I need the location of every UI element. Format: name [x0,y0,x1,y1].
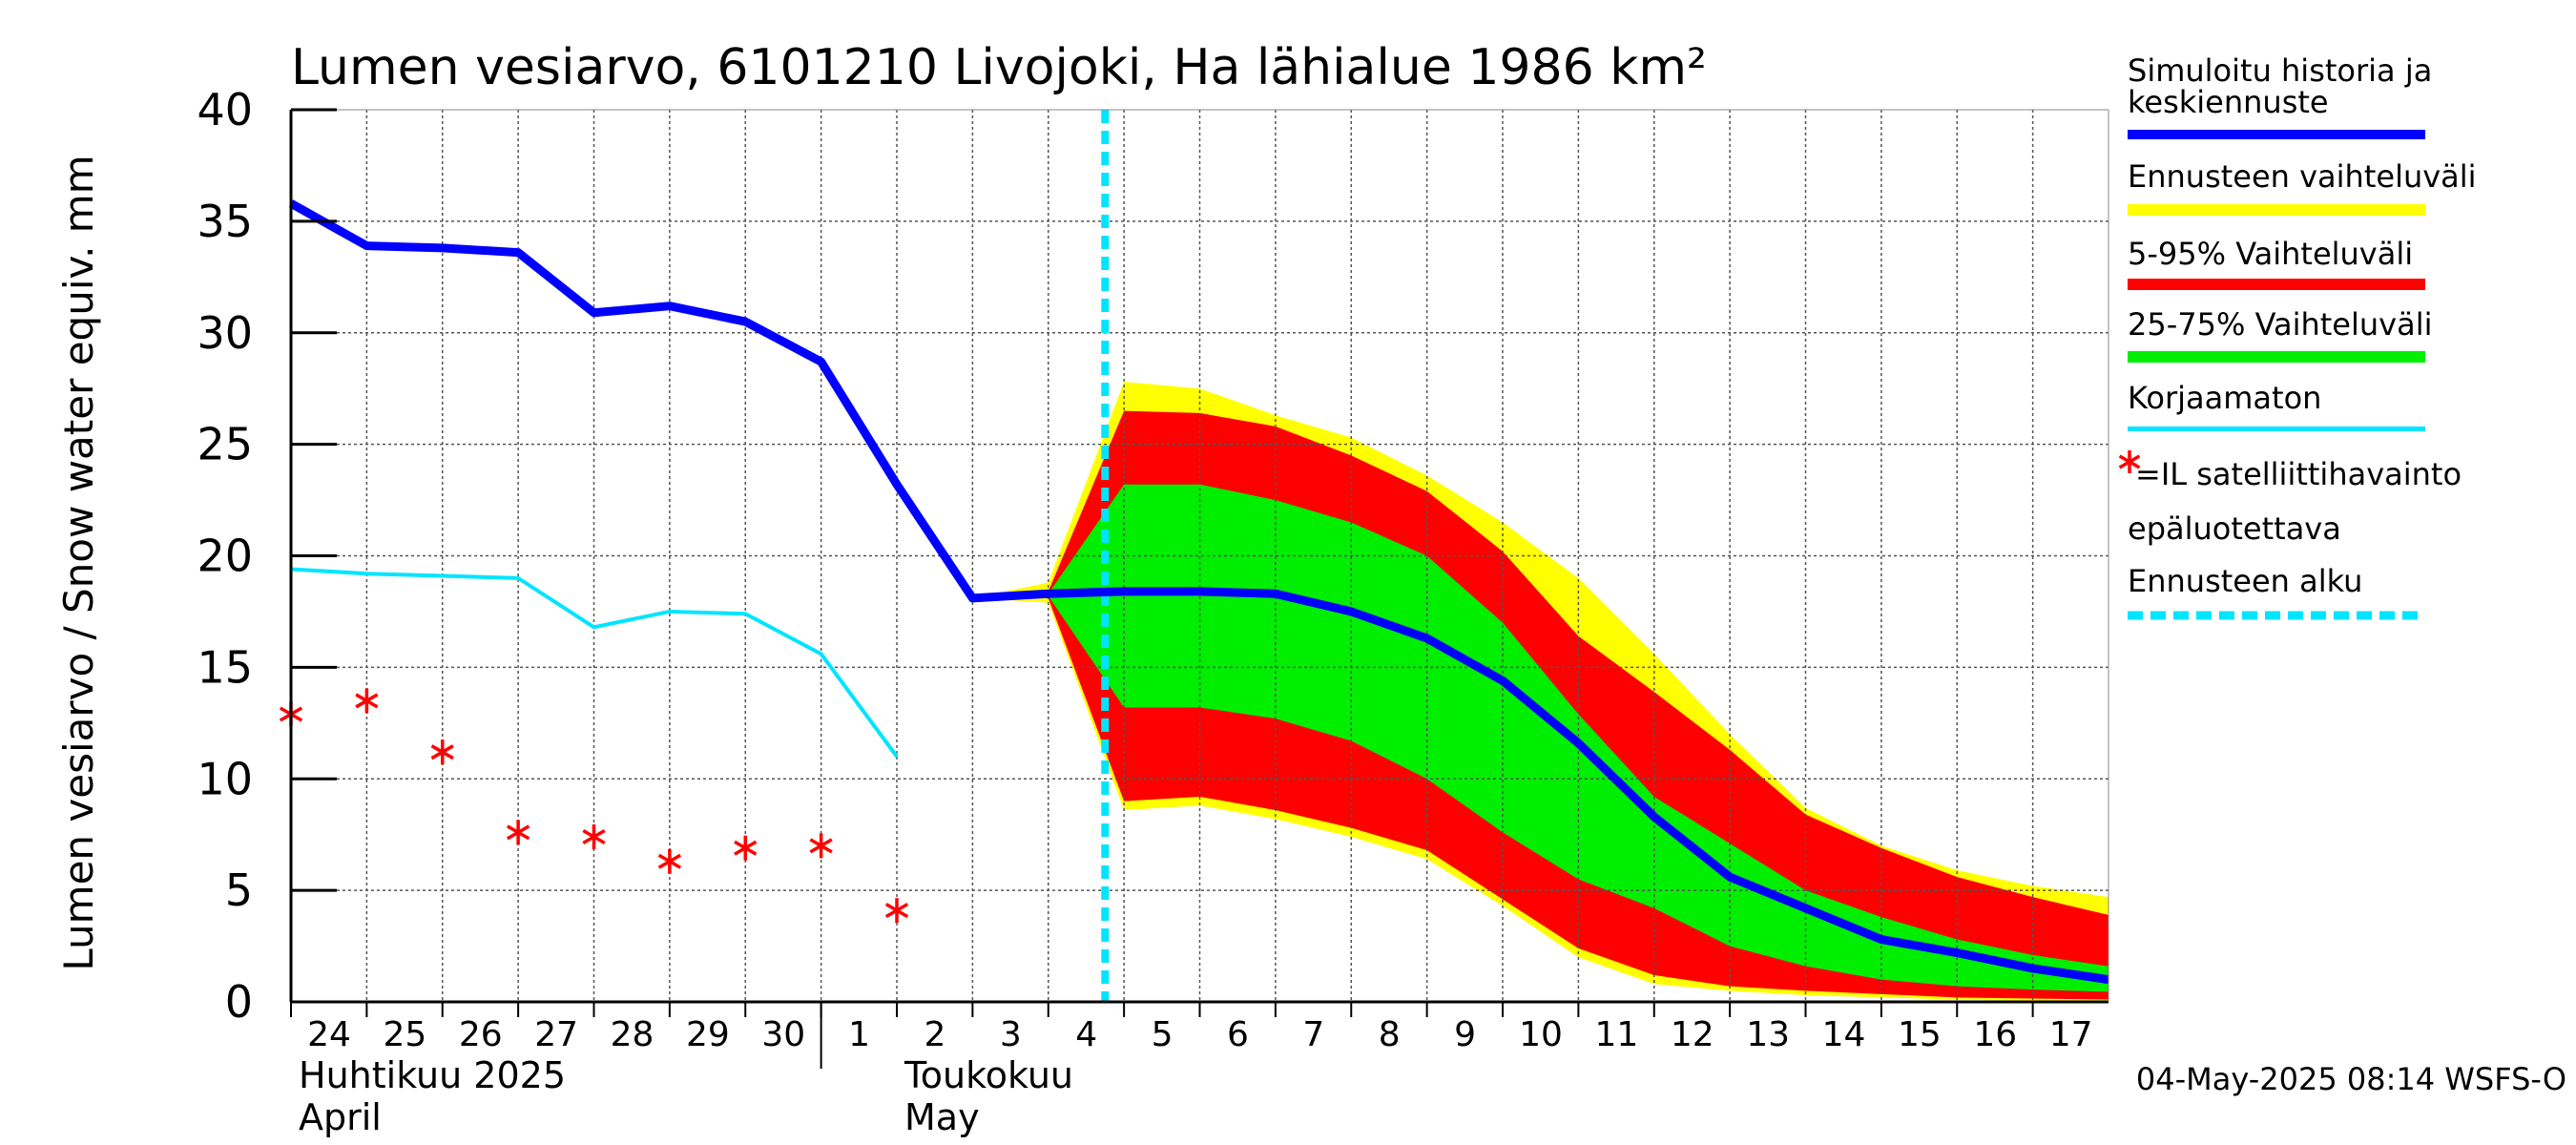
x-tick-label-14: 8 [1379,1015,1401,1054]
mean-forecast-line [288,199,2109,985]
legend-satellite-label-1: =IL satelliittihavainto [2135,456,2462,492]
y-tick-label-20: 20 [197,531,253,582]
x-tick-label-16: 10 [1519,1015,1563,1054]
legend-p5-95-label: 5-95% Vaihteluväli [2128,236,2413,272]
legend-p5-95-swatch [2128,279,2425,290]
legend-star-glyph [2118,450,2141,473]
y-tick-label-30: 30 [197,307,253,359]
y-tick-label-40: 40 [197,84,253,135]
y-tick-label-0: 0 [225,976,253,1028]
legend-uncorrected-label: Korjaamaton [2128,380,2321,416]
y-axis-label: Lumen vesiarvo / Snow water equiv. mm [55,155,102,970]
x-tick-label-22: 16 [1973,1015,2017,1054]
satellite-point-8 [884,898,909,924]
legend-mean-label-2: keskiennuste [2128,84,2329,120]
x-tick-label-9: 3 [1000,1015,1022,1054]
satellite-point-2 [430,739,454,765]
x-tick-label-11: 5 [1152,1015,1174,1054]
legend-range-label: Ennusteen vaihteluväli [2128,158,2477,195]
month-label-en-1: May [904,1096,980,1138]
x-tick-label-2: 26 [459,1015,503,1054]
satellite-point-6 [734,835,758,861]
x-tick-label-23: 17 [2049,1015,2093,1054]
legend-satellite-marker [2118,450,2141,473]
legend-p25-75-swatch [2128,351,2425,363]
x-tick-label-13: 7 [1302,1015,1324,1054]
y-tick-label-25: 25 [197,419,253,470]
month-label-en-0: April [299,1096,382,1138]
x-tick-label-3: 27 [534,1015,578,1054]
y-tick-label-15: 15 [197,641,253,693]
satellite-point-3 [506,820,530,845]
x-tick-label-7: 1 [848,1015,870,1054]
month-label-fi-1: Toukokuu [904,1054,1073,1096]
satellite-point-5 [657,848,682,874]
satellite-point-4 [582,824,606,850]
x-tick-label-19: 13 [1746,1015,1790,1054]
x-tick-label-5: 29 [686,1015,730,1054]
x-tick-label-18: 12 [1671,1015,1714,1054]
y-tick-label-35: 35 [197,196,253,247]
legend-p25-75-label: 25-75% Vaihteluväli [2128,306,2432,343]
x-tick-label-20: 14 [1822,1015,1866,1054]
x-tick-label-1: 25 [383,1015,426,1054]
x-tick-label-10: 4 [1075,1015,1097,1054]
x-tick-label-15: 9 [1454,1015,1476,1054]
legend-mean-swatch [2128,130,2425,139]
x-tick-label-12: 6 [1227,1015,1249,1054]
footer-timestamp: 04-May-2025 08:14 WSFS-O [2136,1061,2566,1097]
legend-range-swatch [2128,204,2425,216]
x-tick-label-21: 15 [1898,1015,1942,1054]
x-tick-label-6: 30 [761,1015,805,1054]
chart-title: Lumen vesiarvo, 6101210 Livojoki, Ha läh… [291,39,1707,96]
x-tick-label-0: 24 [307,1015,351,1054]
legend-mean-label-1: Simuloitu historia ja [2128,52,2432,89]
uncorrected-line [290,567,899,759]
x-tick-label-17: 11 [1594,1015,1638,1054]
y-tick-label-10: 10 [197,753,253,804]
x-tick-label-8: 2 [924,1015,946,1054]
satellite-point-1 [355,688,379,714]
satellite-point-7 [809,833,833,859]
band-2 [972,484,2109,992]
legend-satellite-label-2: epäluotettava [2128,510,2341,547]
legend-forecast-start-label: Ennusteen alku [2128,563,2362,599]
y-tick-label-5: 5 [225,864,253,916]
month-label-fi-0: Huhtikuu 2025 [299,1054,566,1096]
legend-uncorrected-swatch [2128,427,2425,431]
x-tick-label-4: 28 [611,1015,654,1054]
